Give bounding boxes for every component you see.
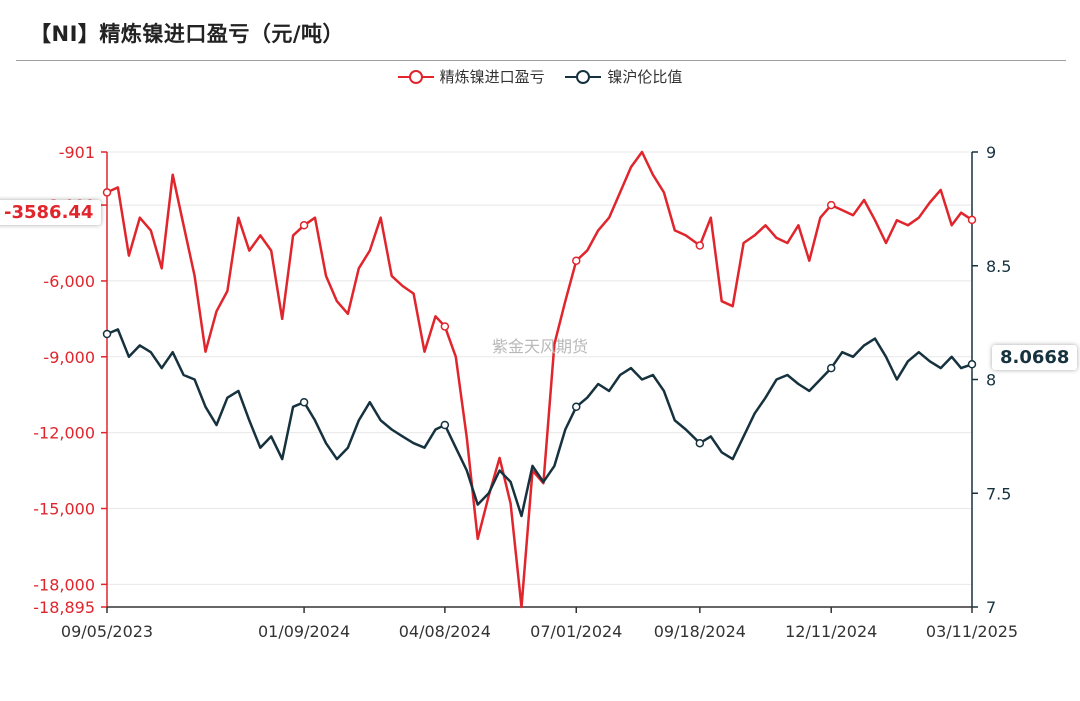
series-0-marker-4	[695, 241, 705, 250]
right-tick-label-4: 9	[986, 143, 996, 162]
series-0-marker-3	[572, 256, 581, 265]
series-1-marker-6	[967, 360, 977, 369]
series-1-marker-5	[826, 363, 836, 373]
right-tick-label-3: 8.5	[986, 257, 1011, 276]
x-tick-label-2: 04/08/2024	[399, 622, 491, 641]
right-tick-label-2: 8	[986, 371, 996, 390]
legend-label-profit: 精炼镍进口盈亏	[439, 68, 545, 86]
series-1-marker-4	[695, 438, 705, 448]
legend: 精炼镍进口盈亏 镍沪伦比值	[0, 66, 1080, 88]
series-line-0	[105, 150, 974, 609]
legend-label-ratio: 镍沪伦比值	[607, 68, 683, 86]
watermark: 紫金天风期货	[491, 337, 588, 356]
series-1-marker-2	[440, 420, 450, 430]
left-tick-label-3: -9,000	[43, 348, 95, 367]
x-tick-label-0: 09/05/2023	[61, 622, 153, 641]
x-tick-label-1: 01/09/2024	[258, 622, 350, 641]
right-tick-label-0: 7	[986, 598, 996, 617]
legend-swatch-profit	[397, 69, 434, 84]
x-tick-label-3: 07/01/2024	[530, 622, 622, 641]
left-tick-label-5: -15,000	[33, 500, 95, 519]
left-tick-label-6: -18,000	[33, 575, 95, 594]
x-tick-label-4: 09/18/2024	[654, 622, 746, 641]
series-1-marker-1	[299, 398, 309, 407]
left-tick-label-2: -6,000	[43, 272, 95, 291]
profit-current-value-label: -3586.44	[0, 200, 102, 225]
chart-title: 【NI】精炼镍进口盈亏（元/吨）	[30, 22, 345, 46]
ratio-current-value-label: 8.0668	[992, 345, 1078, 370]
left-tick-label-0: -901	[59, 143, 95, 162]
x-tick-label-5: 12/11/2024	[785, 622, 877, 641]
series-1-marker-3	[572, 402, 581, 412]
series-0-marker-6	[967, 215, 977, 225]
series-line-1	[105, 328, 974, 518]
legend-item-profit[interactable]: 精炼镍进口盈亏	[397, 66, 545, 87]
legend-item-ratio[interactable]: 镍沪伦比值	[565, 66, 682, 87]
series-0-marker-5	[826, 200, 836, 210]
series-0-marker-1	[299, 221, 309, 230]
legend-swatch-ratio	[565, 69, 602, 84]
right-tick-label-1: 7.5	[986, 484, 1011, 503]
left-tick-label-7: -18,895	[33, 598, 95, 617]
series-0-marker-0	[102, 188, 112, 197]
title-divider	[16, 60, 1066, 61]
left-tick-label-4: -12,000	[33, 424, 95, 443]
series-1-marker-0	[102, 329, 112, 339]
series-0-marker-2	[440, 322, 450, 331]
x-tick-label-6: 03/11/2025	[926, 622, 1018, 641]
